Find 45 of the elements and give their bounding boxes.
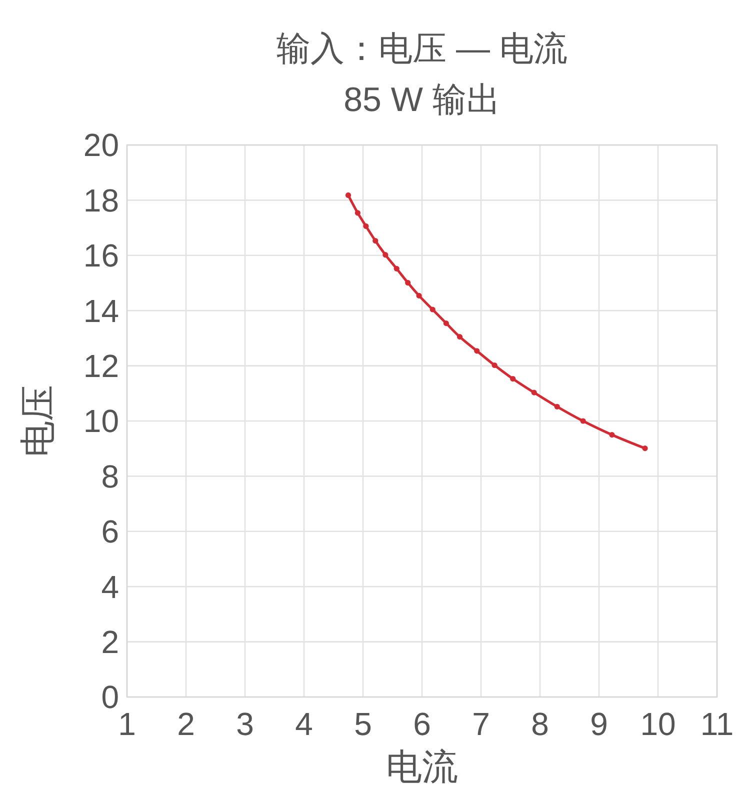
x-axis-title: 电流 [386, 746, 458, 787]
point [430, 306, 436, 312]
point [531, 390, 537, 396]
x-tick-label: 1 [118, 706, 136, 742]
y-tick-label: 16 [83, 238, 119, 274]
chart-subtitle: 85 W 输出 [344, 81, 500, 119]
point [642, 446, 648, 452]
y-tick-label: 8 [101, 458, 119, 494]
y-tick-label: 18 [83, 182, 119, 218]
x-tick-label: 7 [472, 706, 490, 742]
x-tick-label: 11 [700, 706, 734, 742]
point [394, 266, 400, 272]
point [372, 238, 378, 244]
y-tick-label: 2 [101, 624, 119, 660]
x-tick-label: 8 [531, 706, 549, 742]
x-tick-label: 4 [295, 706, 313, 742]
point [363, 223, 369, 229]
y-tick-label: 6 [101, 514, 119, 550]
point [492, 362, 498, 368]
point [405, 280, 411, 286]
point [474, 348, 480, 354]
point [580, 418, 586, 424]
point [554, 404, 560, 410]
x-tick-label: 5 [354, 706, 372, 742]
y-tick-label: 20 [83, 127, 119, 164]
point [510, 376, 516, 382]
point [354, 210, 360, 216]
x-tick-label: 6 [413, 706, 431, 742]
x-tick-label: 2 [177, 706, 195, 742]
point [345, 192, 352, 198]
point [416, 292, 422, 298]
point [456, 334, 463, 340]
x-tick-label: 3 [236, 706, 254, 742]
y-tick-label: 12 [83, 348, 119, 384]
point [443, 320, 449, 326]
y-tick-label: 4 [101, 568, 119, 605]
y-tick-label: 10 [83, 403, 119, 440]
x-tick-label: 10 [640, 706, 676, 742]
chart-title: 输入：电压 — 电流 [276, 30, 568, 68]
y-axis-title: 电压 [17, 385, 58, 457]
y-tick-label: 14 [83, 292, 119, 329]
y-tick-label: 0 [101, 679, 119, 716]
point [382, 252, 388, 258]
point [609, 432, 615, 438]
x-tick-label: 9 [590, 706, 608, 742]
